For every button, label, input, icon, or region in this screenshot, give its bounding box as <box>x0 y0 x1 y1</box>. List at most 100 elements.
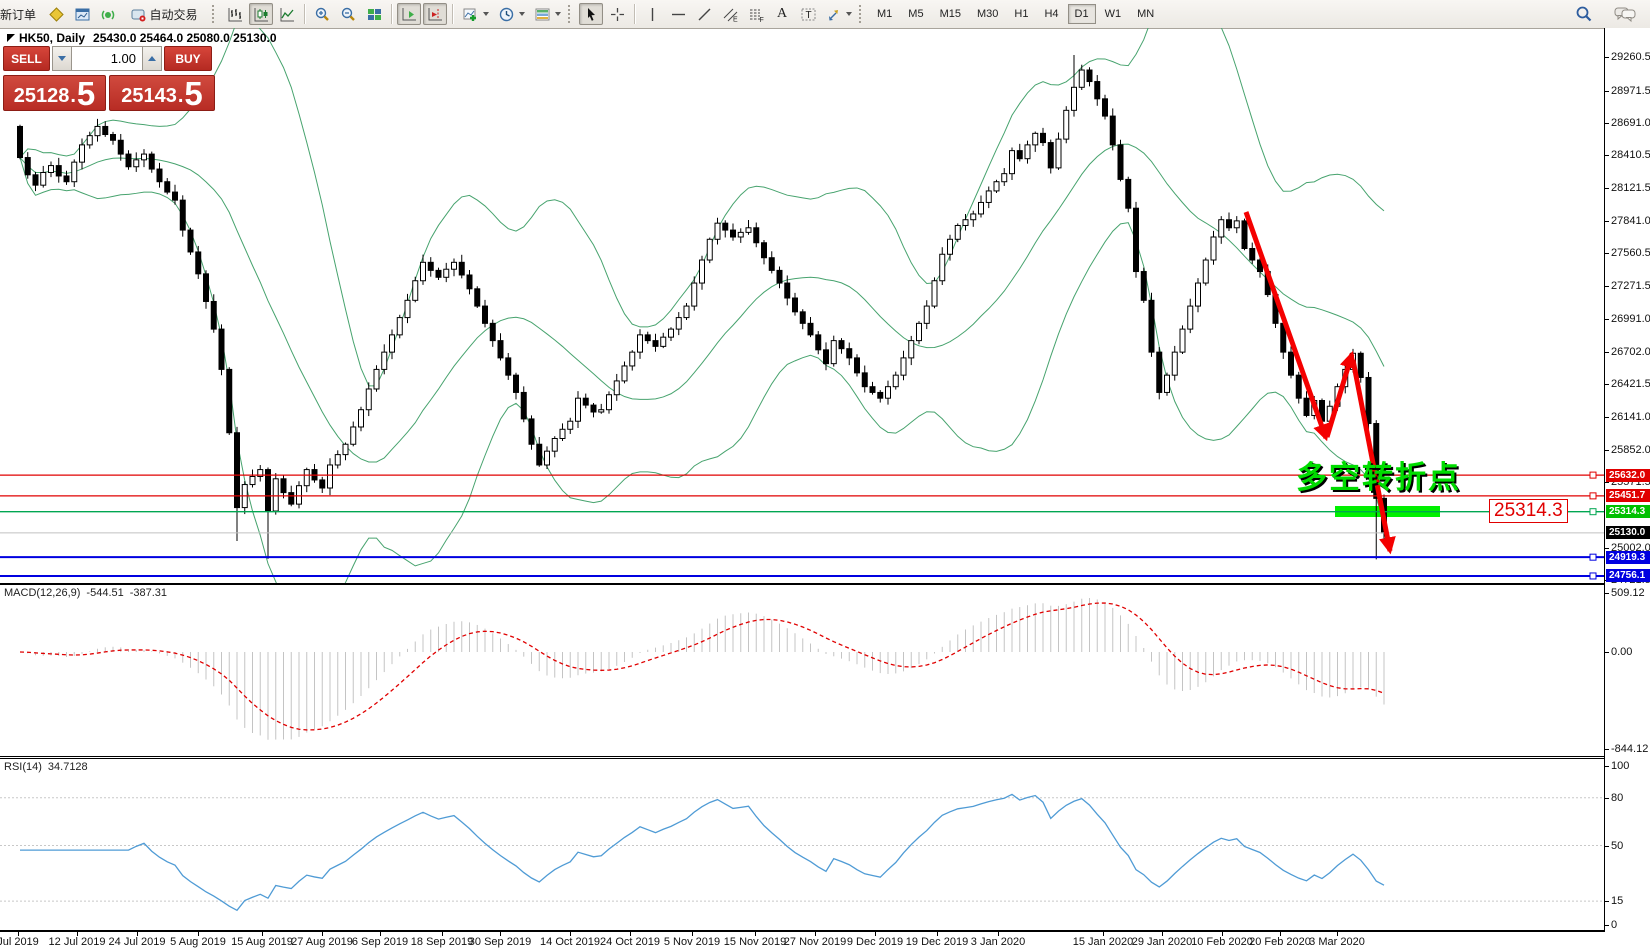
macd-pane-divider[interactable] <box>0 583 1650 585</box>
data-window-icon[interactable] <box>44 3 68 25</box>
date-tick <box>1162 932 1163 936</box>
tf-m5[interactable]: M5 <box>908 8 924 20</box>
tf-m1[interactable]: M1 <box>877 8 893 20</box>
time-scale[interactable]: Jul 2019 12 Jul 2019 24 Jul 2019 5 Aug 2019… <box>0 932 1650 950</box>
channel-tool-icon[interactable]: E <box>718 3 742 25</box>
date-tick <box>500 932 501 936</box>
date-label: 18 Sep 2019 <box>410 936 474 948</box>
panel-collapse-icon[interactable] <box>7 34 15 42</box>
volume-increase-button[interactable] <box>142 46 162 71</box>
chart-shift-icon[interactable] <box>423 3 448 25</box>
arrows-tool-icon <box>829 9 839 20</box>
horizontal-line-tool-icon[interactable] <box>666 3 690 25</box>
fibonacci-tool-icon[interactable]: F <box>744 3 768 25</box>
arrows-tool-button[interactable] <box>822 3 855 25</box>
signals-icon[interactable] <box>96 3 120 25</box>
date-label: 29 Jan 2020 <box>1131 936 1193 948</box>
cursor-tool-icon[interactable] <box>579 3 604 25</box>
axis-tick-label: 28971.5 <box>1611 84 1650 97</box>
axis-tick <box>1605 155 1609 157</box>
axis-tick-label: 15 <box>1611 895 1624 908</box>
rsi-pane-divider[interactable] <box>0 756 1650 757</box>
date-tick <box>875 932 876 936</box>
axis-tick <box>1605 593 1609 594</box>
buy-price-dot: . <box>177 85 184 107</box>
bar-chart-icon[interactable] <box>223 3 247 25</box>
date-label: 6 Sep 2019 <box>351 936 409 948</box>
autotrading-button[interactable]: 自动交易 <box>122 3 208 25</box>
support-price-label[interactable]: 25314.3 <box>1489 499 1568 523</box>
templates-button[interactable] <box>530 3 564 25</box>
text-label-tool-icon[interactable]: T <box>796 3 820 25</box>
macd-label: MACD(12,26,9) -544.51 -387.31 <box>4 587 168 599</box>
tf-h1[interactable]: H1 <box>1014 8 1029 20</box>
buy-price[interactable]: 25143 . 5 <box>109 75 215 111</box>
chat-icon[interactable] <box>1611 3 1639 25</box>
line-chart-icon[interactable] <box>275 3 299 25</box>
date-label: 15 Aug 2019 <box>231 936 293 948</box>
date-tick <box>442 932 443 936</box>
axis-tick <box>1605 318 1609 320</box>
candlestick-chart-icon[interactable] <box>249 3 274 25</box>
tile-windows-icon[interactable] <box>362 3 386 25</box>
sell-price[interactable]: 25128 . 5 <box>3 75 106 111</box>
vertical-line-tool-icon[interactable] <box>640 3 664 25</box>
text-tool-icon[interactable]: A <box>770 3 794 25</box>
zoom-out-icon[interactable] <box>336 3 360 25</box>
line-handle[interactable] <box>1589 471 1597 479</box>
line-handle[interactable] <box>1589 492 1597 500</box>
tf-m15[interactable]: M15 <box>939 8 961 20</box>
buy-button[interactable]: BUY <box>164 46 212 71</box>
tf-h4[interactable]: H4 <box>1044 8 1059 20</box>
date-tick <box>1222 932 1223 936</box>
axis-tick-label: 26702.0 <box>1611 345 1650 358</box>
sell-button[interactable]: SELL <box>3 46 50 71</box>
line-handle[interactable] <box>1589 553 1597 561</box>
date-label: 12 Jul 2019 <box>48 936 106 948</box>
search-icon[interactable] <box>1572 3 1596 25</box>
autoscroll-icon[interactable] <box>397 3 422 25</box>
axis-tick <box>1605 253 1609 255</box>
volume-decrease-button[interactable] <box>52 46 72 71</box>
buy-price-main: 25143 <box>121 85 177 107</box>
date-label: Jul 2019 <box>0 936 39 948</box>
toolbar-separator <box>304 4 306 24</box>
new-chart-icon[interactable] <box>70 3 94 25</box>
axis-tick-label: 25002.0 <box>1611 541 1650 554</box>
toolbar: 新订单 自动交易 <box>0 0 1650 29</box>
zoom-in-icon[interactable] <box>310 3 334 25</box>
date-tick <box>1103 932 1104 936</box>
axis-tick-label: 50 <box>1611 839 1624 852</box>
axis-tick-label: 29260.5 <box>1611 51 1650 64</box>
date-label: 14 Oct 2019 <box>540 936 600 948</box>
periods-button[interactable] <box>494 3 528 25</box>
date-label: 3 Jan 2020 <box>970 936 1026 948</box>
volume-input[interactable] <box>72 46 142 71</box>
chart-ohlc-values: 25430.0 25464.0 25080.0 25130.0 <box>93 31 277 45</box>
line-handle[interactable] <box>1589 508 1597 516</box>
trend-arrows[interactable] <box>1243 211 1396 555</box>
date-label: 20 Feb 2020 <box>1249 936 1311 948</box>
chart-bottom-border <box>0 930 1650 932</box>
indicators-button[interactable] <box>458 3 492 25</box>
tf-m30[interactable]: M30 <box>976 8 999 20</box>
crosshair-tool-icon[interactable] <box>605 3 629 25</box>
toolbar-drag-handle[interactable] <box>568 5 573 23</box>
tf-mn[interactable]: MN <box>1137 8 1155 20</box>
line-handle[interactable] <box>1589 572 1597 580</box>
tf-d1[interactable]: D1 <box>1067 4 1096 24</box>
tf-w1[interactable]: W1 <box>1104 8 1122 20</box>
toolbar-drag-handle[interactable] <box>212 5 217 23</box>
new-order-button[interactable]: 新订单 <box>0 3 42 25</box>
date-tick <box>570 932 571 936</box>
turning-point-annotation: 多空转折点 <box>1296 460 1461 495</box>
date-label: 27 Aug 2019 <box>291 936 353 948</box>
toolbar-drag-handle[interactable] <box>859 5 864 23</box>
trendline-tool-icon[interactable] <box>692 3 716 25</box>
toolbar-separator <box>452 4 454 24</box>
price-scale[interactable]: 29260.5 28971.5 28691.0 28410.5 28121.5 27841… <box>1604 28 1650 932</box>
date-tick <box>630 932 631 936</box>
axis-tick <box>1605 286 1609 288</box>
bollinger-middle <box>19 143 1385 463</box>
